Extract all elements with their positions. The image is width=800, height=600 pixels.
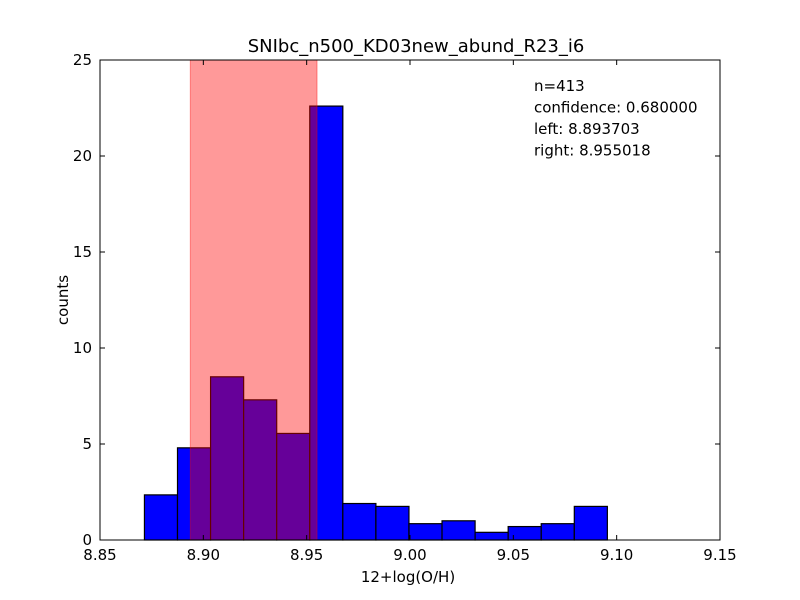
x-tick-label: 8.95	[290, 546, 323, 564]
x-tick-label: 9.05	[497, 546, 530, 564]
confidence-band	[189, 59, 318, 541]
y-axis-label: counts	[54, 275, 72, 325]
x-tick-label: 9.15	[703, 546, 736, 564]
bars-layer	[143, 105, 608, 541]
annotation-box: n=413 confidence: 0.680000 left: 8.893703 r…	[534, 77, 698, 160]
histogram-bar-11	[474, 531, 509, 541]
histogram-bar-14	[573, 505, 608, 541]
histogram-bar-2	[176, 447, 212, 541]
y-tick-label: 5	[82, 435, 92, 453]
y-tick-label: 0	[82, 531, 92, 549]
histogram-bar-9	[408, 523, 443, 541]
y-tick-label: 20	[73, 147, 92, 165]
y-tick-label: 10	[73, 339, 92, 357]
chart-title: SNIbc_n500_KD03new_abund_R23_i6	[248, 36, 585, 57]
x-tick-label: 9.10	[600, 546, 633, 564]
y-tick-label: 15	[73, 243, 92, 261]
histogram-bar-6	[309, 105, 344, 541]
x-tick-label: 9.00	[393, 546, 426, 564]
histogram-bar-1	[143, 494, 179, 541]
histogram-bar-3	[209, 376, 245, 541]
x-tick-label: 8.90	[187, 546, 220, 564]
annotation-line: left: 8.893703	[534, 120, 640, 138]
annotation-line: confidence: 0.680000	[534, 99, 698, 117]
annotation-line: n=413	[534, 77, 585, 95]
histogram-bar-13	[540, 523, 575, 541]
y-tick-label: 25	[73, 51, 92, 69]
annotation-line: right: 8.955018	[534, 142, 651, 160]
histogram-bar-10	[441, 520, 476, 541]
x-tick-label: 8.85	[83, 546, 116, 564]
x-axis-label: 12+log(O/H)	[361, 568, 455, 586]
histogram-bar-7	[342, 502, 377, 541]
histogram-bar-8	[375, 505, 410, 541]
ticks-layer: 8.85 8.90 8.95 9.00 9.05 9.10 9.15 0 5 10 15 20 25	[73, 51, 737, 564]
